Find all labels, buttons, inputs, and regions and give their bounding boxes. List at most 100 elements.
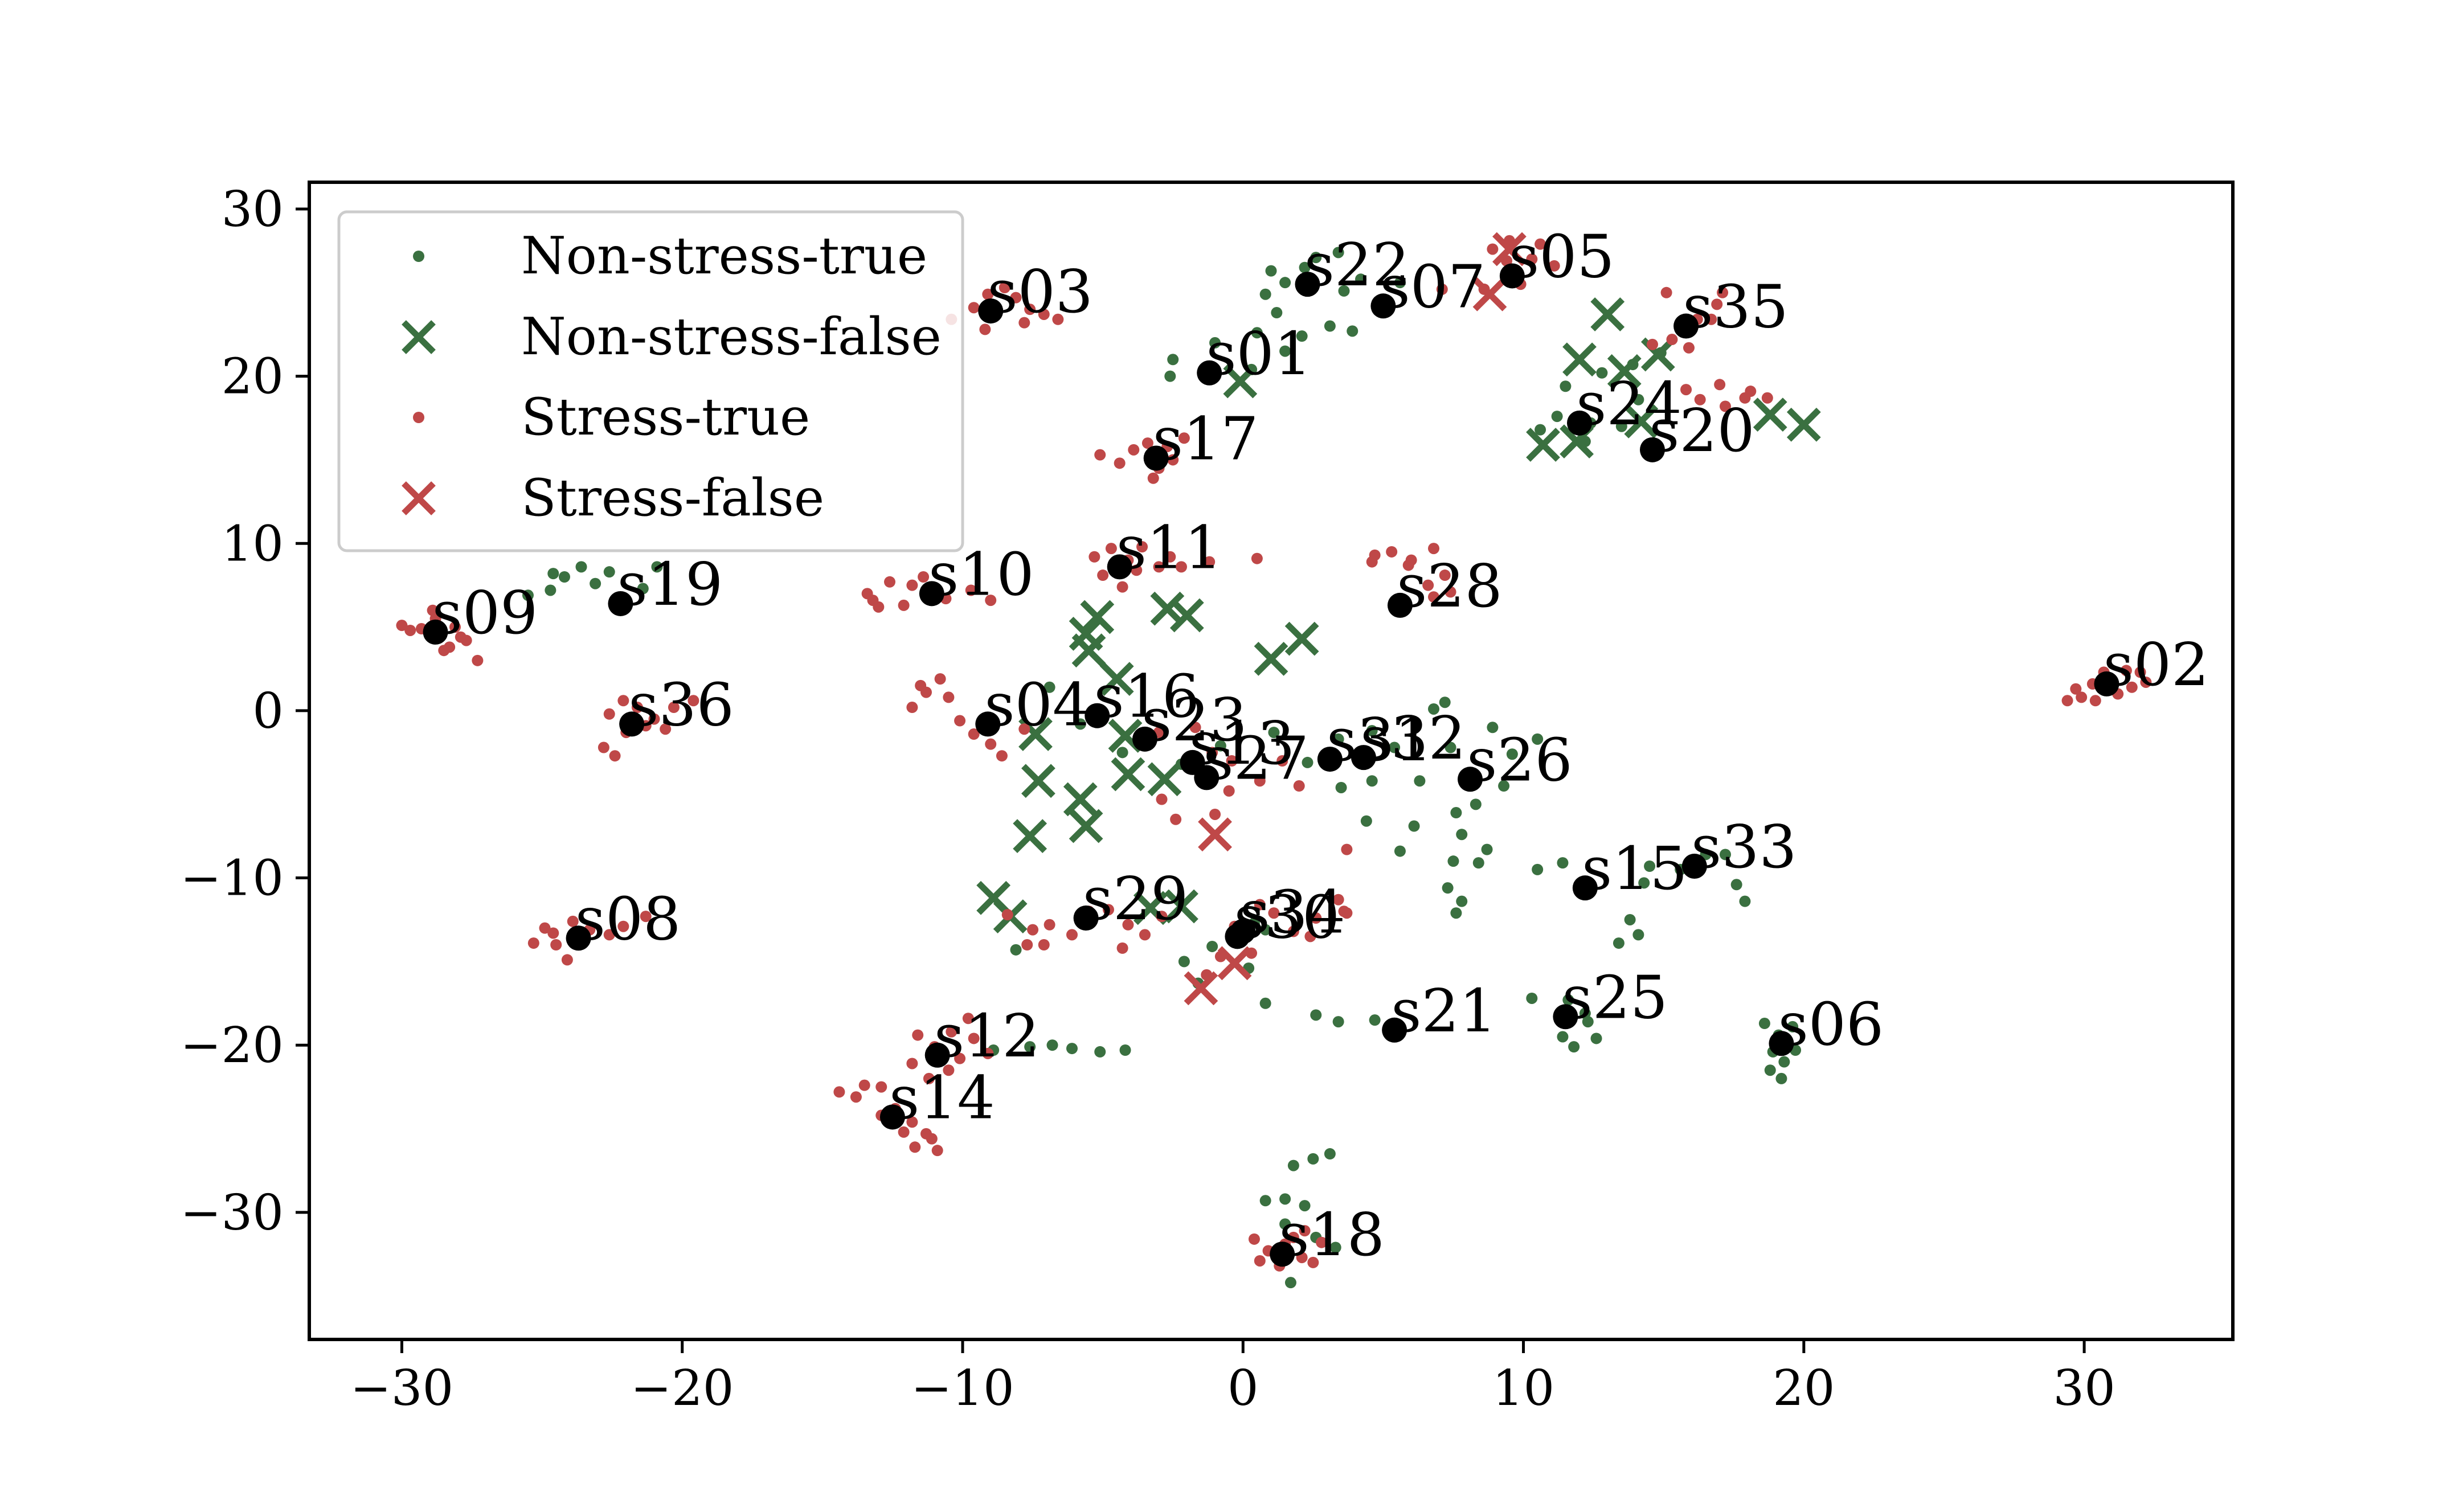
point-non-stress-true: [1279, 277, 1291, 289]
point-non-stress-true: [1439, 696, 1451, 708]
centroid-label-s28: s28: [1397, 551, 1503, 621]
point-stress-false: [1198, 817, 1232, 852]
point-non-stress-false: [1284, 621, 1319, 656]
point-stress-true: [1666, 334, 1678, 346]
legend: Non-stress-true Non-stress-false Stress-tr…: [337, 210, 964, 552]
legend-label-non-stress-true: Non-stress-true: [521, 226, 927, 286]
point-stress-true: [1439, 569, 1451, 581]
point-stress-true: [1366, 556, 1378, 568]
point-non-stress-true: [1613, 937, 1624, 949]
x-tick-label: 10: [1492, 1360, 1554, 1417]
x-tick-label: −20: [631, 1360, 734, 1417]
point-non-stress-false: [1071, 633, 1106, 668]
point-non-stress-true: [1568, 1041, 1580, 1053]
point-stress-true: [906, 1058, 918, 1070]
point-non-stress-true: [1778, 1056, 1790, 1068]
point-stress-true: [1304, 931, 1316, 943]
point-non-stress-false: [1526, 428, 1560, 462]
point-non-stress-true: [1481, 843, 1493, 855]
centroid-label-s07: s07: [1380, 252, 1486, 321]
point-stress-true: [617, 695, 629, 707]
point-non-stress-true: [1265, 265, 1277, 277]
point-stress-true: [609, 750, 621, 762]
point-non-stress-true: [590, 577, 601, 589]
point-stress-true: [1307, 1256, 1319, 1268]
centroid-label-s12: s12: [934, 1001, 1040, 1071]
point-stress-true: [1316, 1236, 1328, 1248]
point-stress-true: [1021, 939, 1033, 951]
point-stress-true: [999, 281, 1010, 293]
point-non-stress-true: [1775, 1072, 1787, 1084]
point-non-stress-false: [1021, 764, 1055, 798]
point-stress-true: [1254, 775, 1266, 787]
point-stress-true: [2061, 695, 2073, 707]
centroid-label-s24: s24: [1576, 369, 1682, 439]
point-stress-true: [946, 1026, 957, 1038]
point-non-stress-true: [1279, 1193, 1291, 1205]
point-stress-true: [985, 738, 997, 750]
point-non-stress-true: [558, 571, 570, 583]
point-stress-true: [858, 1079, 870, 1091]
centroid-label-s05: s05: [1509, 222, 1615, 291]
point-non-stress-true: [1259, 1195, 1271, 1207]
point-non-stress-true: [1596, 367, 1608, 379]
point-non-stress-true: [1526, 992, 1538, 1004]
point-stress-true: [1717, 286, 1729, 298]
point-stress-true: [1341, 907, 1353, 919]
point-stress-true: [1223, 785, 1235, 797]
point-non-stress-true: [1279, 1218, 1291, 1230]
x-tick-label: −10: [911, 1360, 1014, 1417]
point-stress-true: [884, 576, 896, 588]
point-non-stress-true: [1329, 1241, 1341, 1253]
centroid-s05: [1499, 263, 1525, 289]
point-stress-true: [539, 922, 551, 934]
point-stress-true: [968, 302, 980, 314]
point-stress-true: [968, 728, 980, 740]
point-non-stress-true: [1590, 1032, 1602, 1044]
centroid-label-s21: s21: [1391, 976, 1497, 1046]
point-stress-true: [920, 686, 932, 698]
point-non-stress-true: [1206, 940, 1218, 952]
centroid-label-s33: s33: [1691, 812, 1797, 882]
centroid-s24: [1567, 410, 1593, 436]
point-stress-true: [982, 1047, 994, 1059]
point-stress-true: [1680, 384, 1692, 396]
point-stress-true: [1422, 579, 1434, 591]
point-non-stress-true: [1532, 733, 1544, 745]
point-stress-true: [943, 691, 955, 703]
point-stress-true: [455, 631, 467, 643]
point-stress-true: [1038, 308, 1050, 320]
point-non-stress-true: [1066, 1043, 1078, 1055]
point-stress-true: [906, 579, 918, 591]
point-non-stress-true: [1394, 277, 1406, 289]
point-stress-false: [1217, 946, 1252, 981]
point-stress-true: [833, 1086, 845, 1098]
centroid-s15: [1572, 875, 1598, 901]
point-non-stress-false: [1786, 407, 1821, 442]
point-non-stress-true: [651, 561, 663, 573]
point-non-stress-true: [1730, 879, 1742, 891]
point-stress-true: [449, 621, 461, 633]
centroid-label-s01: s01: [1206, 319, 1312, 388]
point-non-stress-true: [1307, 1153, 1319, 1165]
point-stress-true: [1038, 939, 1050, 951]
point-stress-true: [427, 604, 439, 616]
point-non-stress-true: [1470, 798, 1482, 810]
point-stress-true: [1526, 253, 1538, 265]
point-stress-true: [1386, 546, 1398, 558]
point-stress-true: [550, 939, 562, 951]
point-non-stress-true: [1414, 775, 1426, 787]
point-non-stress-false: [1223, 364, 1258, 399]
y-tick-label: −20: [181, 1017, 284, 1074]
point-stress-true: [1147, 472, 1159, 484]
point-non-stress-true: [1535, 424, 1546, 436]
point-non-stress-true: [1582, 1016, 1594, 1028]
centroid-label-s20: s20: [1649, 396, 1755, 465]
point-stress-true: [850, 1091, 862, 1103]
x-tick-label: −30: [350, 1360, 454, 1417]
point-non-stress-false: [1753, 398, 1787, 432]
point-stress-true: [918, 571, 930, 583]
point-non-stress-true: [1560, 380, 1572, 392]
point-stress-true: [1428, 543, 1440, 555]
